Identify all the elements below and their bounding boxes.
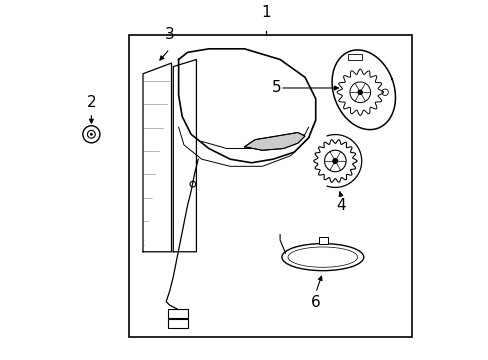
Text: 3: 3: [164, 27, 174, 42]
Circle shape: [332, 159, 337, 163]
Bar: [348, 54, 361, 60]
Text: 1: 1: [261, 5, 270, 20]
Circle shape: [357, 90, 362, 94]
Polygon shape: [244, 132, 305, 150]
Bar: [319, 237, 327, 244]
Text: 5: 5: [272, 81, 281, 95]
Text: 6: 6: [310, 294, 320, 310]
Text: 2: 2: [86, 95, 96, 110]
FancyBboxPatch shape: [167, 309, 187, 318]
Bar: [128, 35, 411, 337]
Text: 4: 4: [335, 198, 345, 213]
Circle shape: [90, 133, 93, 136]
FancyBboxPatch shape: [167, 319, 187, 328]
